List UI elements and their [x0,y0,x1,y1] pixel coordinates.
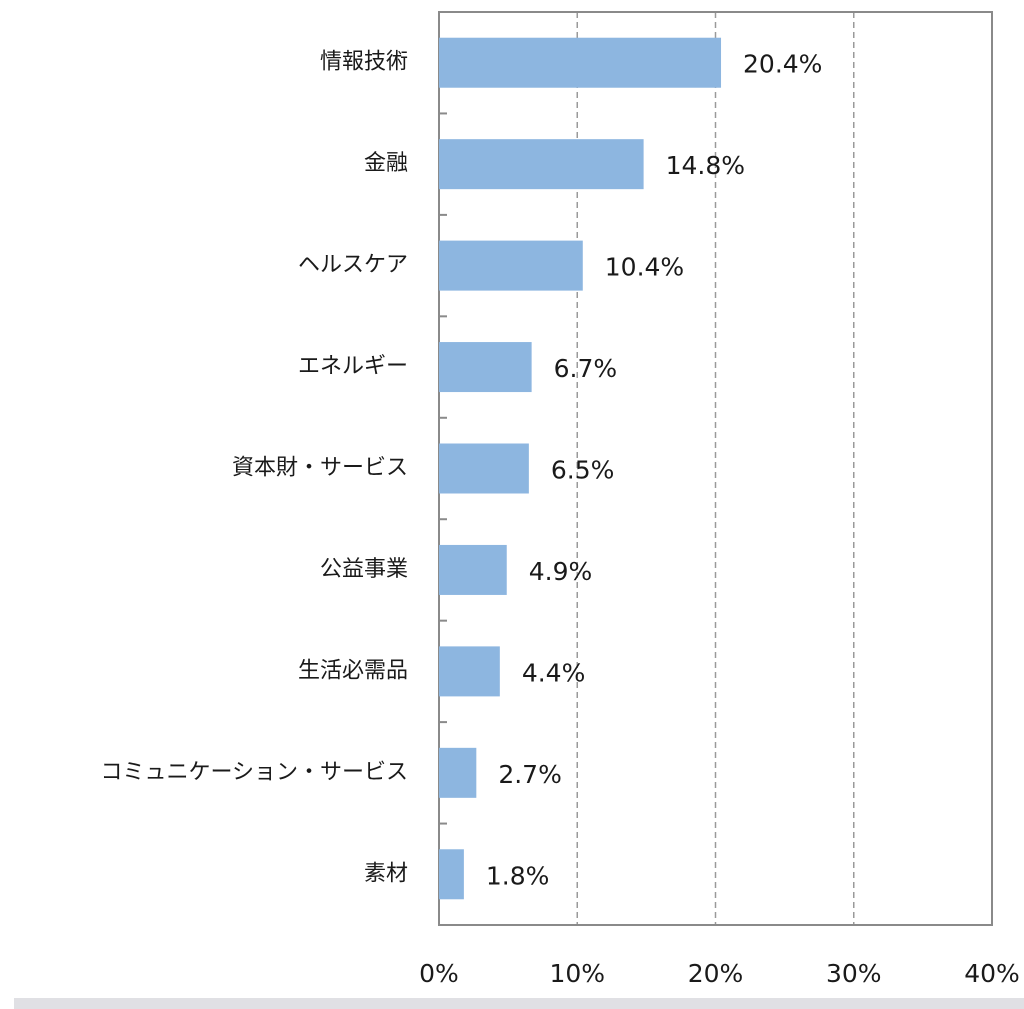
bar [439,646,500,697]
value-label: 20.4% [743,50,822,79]
bar [439,849,464,900]
bar [439,240,583,291]
category-label: 資本財・サービス [232,456,408,481]
bar [439,342,532,393]
x-tick-label: 40% [964,959,1020,988]
x-tick-label: 30% [826,959,882,988]
category-label: 金融 [364,151,408,176]
value-label: 14.8% [666,151,745,180]
value-label: 4.9% [529,557,593,586]
category-label: 生活必需品 [298,658,408,683]
bar [439,747,477,798]
footer-bar [14,998,1024,1009]
bar [439,139,644,190]
category-label: 公益事業 [320,557,408,582]
value-label: 4.4% [522,658,586,687]
value-label: 6.5% [551,456,615,485]
bar [439,443,529,494]
category-label: 素材 [364,861,408,886]
bar [439,544,507,595]
value-label: 2.7% [498,760,562,789]
bar [439,37,722,88]
category-label: ヘルスケア [298,253,408,278]
x-tick-label: 10% [549,959,605,988]
value-label: 10.4% [605,253,684,282]
category-label: エネルギー [298,354,408,379]
value-label: 1.8% [486,861,550,890]
category-label: 情報技術 [320,50,408,75]
x-tick-label: 0% [419,959,459,988]
value-label: 6.7% [554,354,618,383]
category-label: コミュニケーション・サービス [100,760,408,785]
x-tick-label: 20% [688,959,744,988]
